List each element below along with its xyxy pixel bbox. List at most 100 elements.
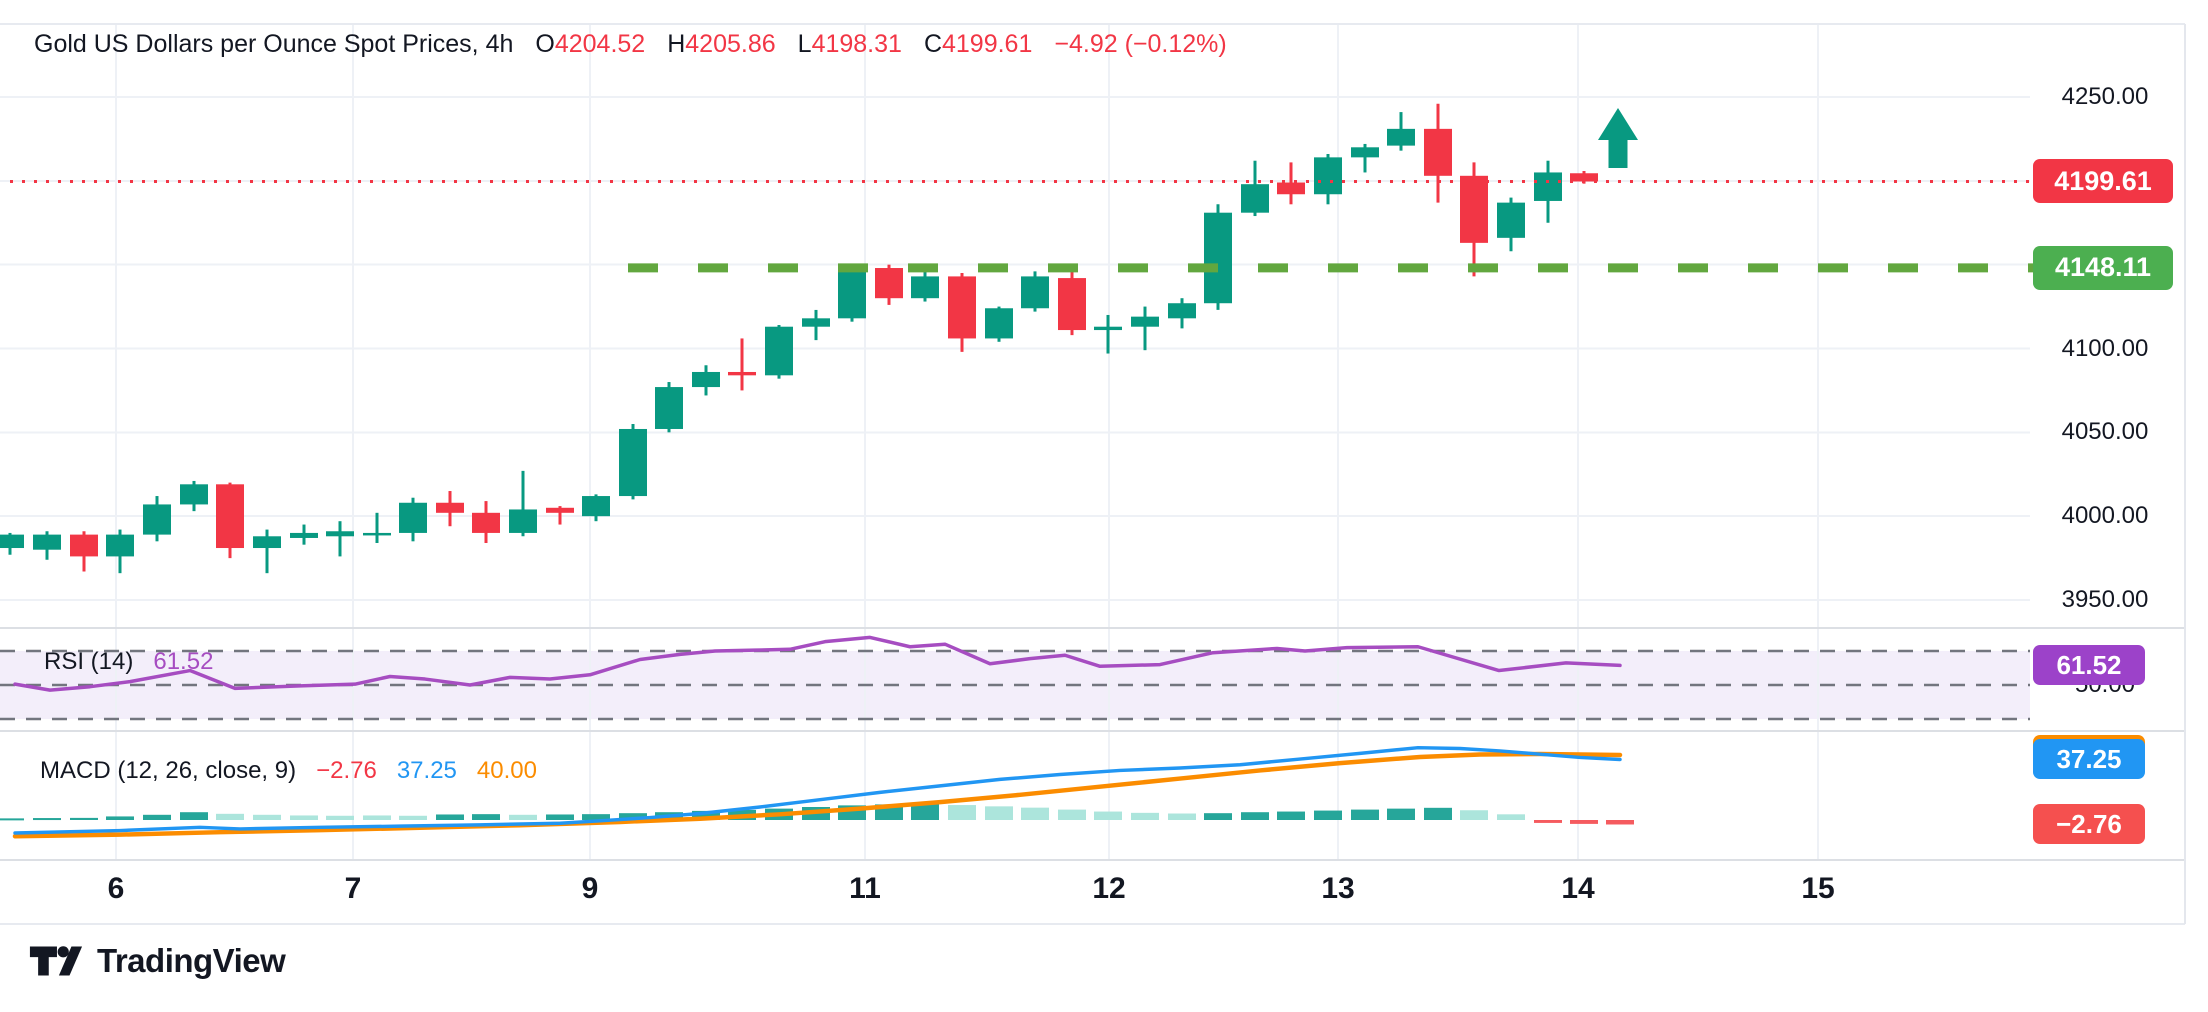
candle-body	[1241, 184, 1269, 213]
time-tick-label: 11	[849, 872, 881, 905]
candle	[216, 482, 244, 559]
price-tick-label: 4000.00	[2061, 502, 2149, 530]
candle-body	[1351, 147, 1379, 158]
macd-histogram-bar	[1460, 810, 1488, 820]
candle	[619, 423, 647, 500]
macd-histogram-bar	[1497, 814, 1525, 820]
candle	[399, 497, 427, 542]
candle	[1424, 103, 1452, 203]
rsi-pane-label: RSI (14) 61.52	[44, 648, 213, 676]
macd-histogram-bar	[106, 816, 134, 820]
time-tick-label: 9	[581, 872, 599, 905]
candle	[1204, 204, 1232, 310]
macd-histogram-bar	[253, 814, 281, 820]
candle	[546, 506, 574, 525]
candle	[70, 531, 98, 572]
candle-body	[582, 496, 610, 517]
candle-body	[728, 371, 756, 376]
rsi-title: RSI (14)	[44, 648, 134, 675]
candle	[802, 309, 830, 341]
candle	[911, 269, 939, 302]
candle-body	[70, 534, 98, 557]
candle-body	[290, 532, 318, 538]
candle	[948, 273, 976, 352]
ohlc-open: O4204.52	[535, 30, 646, 58]
candle-body	[326, 531, 354, 537]
macd-histogram-bar	[1570, 820, 1598, 824]
macd-histogram-bar	[363, 815, 391, 820]
candle-body	[106, 534, 134, 557]
candle-body	[1168, 303, 1196, 319]
macd-histogram-bar	[619, 813, 647, 820]
candle-body	[1570, 173, 1598, 182]
candle	[692, 365, 720, 396]
time-tick-label: 15	[1801, 872, 1835, 905]
candle	[1460, 162, 1488, 277]
candle	[1058, 264, 1086, 336]
axis-badge: −2.76	[2033, 804, 2145, 845]
candle	[655, 382, 683, 433]
macd-histogram-bar	[911, 804, 939, 820]
price-tick-label: 4100.00	[2061, 334, 2149, 362]
axis-badge: 4148.11	[2033, 245, 2173, 290]
candle-body	[1534, 172, 1562, 201]
candle-body	[1387, 128, 1415, 146]
ohlc-high: H4205.86	[667, 30, 776, 58]
price-tick-label: 4250.00	[2061, 83, 2149, 110]
candle-body	[1314, 157, 1342, 195]
candle	[436, 491, 464, 527]
candle-body	[399, 502, 427, 533]
macd-histogram-bar	[1094, 811, 1122, 820]
macd-histogram-bar	[1351, 809, 1379, 820]
candle-body	[546, 507, 574, 513]
macd-histogram-bar	[1204, 813, 1232, 820]
rsi-line	[13, 635, 1622, 692]
candlestick-series	[0, 103, 1598, 574]
axis-badge: 4199.61	[2033, 159, 2173, 204]
candle	[728, 338, 756, 391]
macd-histogram-bar	[33, 818, 61, 821]
macd-histogram	[0, 804, 1634, 825]
candle-body	[1424, 128, 1452, 176]
candle-body	[875, 268, 903, 299]
macd-histogram-bar	[436, 814, 464, 820]
candle-body	[143, 504, 171, 535]
macd-histogram-bar	[1021, 807, 1049, 820]
macd-histogram-bar	[1277, 811, 1305, 820]
candle-body	[33, 534, 61, 550]
candle-body	[655, 387, 683, 429]
macd-histogram-bar	[1387, 808, 1415, 820]
macd-signal-value: 40.00	[476, 757, 537, 784]
candle	[1387, 112, 1415, 151]
up-arrow-marker	[1598, 108, 1638, 168]
candle	[472, 501, 500, 543]
macd-histogram-bar	[509, 814, 537, 820]
candle-body	[472, 512, 500, 533]
candle-body	[1460, 175, 1488, 243]
candle-body	[436, 502, 464, 513]
candle	[326, 521, 354, 557]
time-tick-label: 13	[1321, 872, 1355, 905]
symbol-title: Gold US Dollars per Ounce Spot Prices, 4…	[34, 30, 514, 58]
macd-line	[13, 745, 1622, 835]
macd-histogram-bar	[1131, 812, 1159, 820]
candle-body	[802, 318, 830, 327]
macd-histogram-bar	[1058, 809, 1086, 820]
macd-line-value: 37.25	[396, 757, 457, 784]
macd-title: MACD (12, 26, close, 9)	[40, 757, 297, 784]
candle	[1131, 306, 1159, 351]
macd-signal-line	[12, 751, 1623, 839]
tradingview-logo-text: TradingView	[97, 942, 286, 979]
macd-histogram-bar	[143, 814, 171, 820]
candle-body	[1058, 278, 1086, 331]
chart-header: Gold US Dollars per Ounce Spot Prices, 4…	[34, 30, 1227, 59]
macd-hist-value: −2.76	[316, 757, 377, 784]
candle-body	[1497, 202, 1525, 238]
candle	[143, 496, 171, 542]
tradingview-logo-icon	[29, 946, 83, 976]
candle	[363, 512, 391, 543]
candle	[106, 529, 134, 574]
candle	[1497, 197, 1525, 252]
